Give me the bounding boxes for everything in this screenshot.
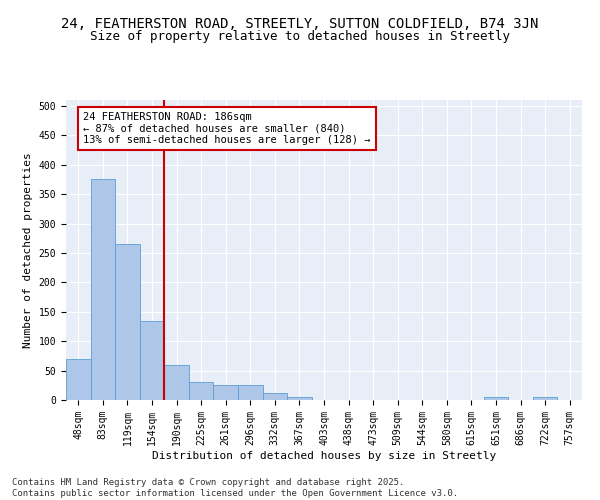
Bar bbox=[484, 397, 508, 400]
Bar bbox=[91, 180, 115, 400]
Bar bbox=[115, 244, 140, 400]
Bar bbox=[164, 364, 189, 400]
Bar bbox=[533, 397, 557, 400]
Text: 24, FEATHERSTON ROAD, STREETLY, SUTTON COLDFIELD, B74 3JN: 24, FEATHERSTON ROAD, STREETLY, SUTTON C… bbox=[61, 18, 539, 32]
Bar bbox=[66, 359, 91, 400]
Y-axis label: Number of detached properties: Number of detached properties bbox=[23, 152, 33, 348]
Bar bbox=[287, 397, 312, 400]
Text: Contains HM Land Registry data © Crown copyright and database right 2025.
Contai: Contains HM Land Registry data © Crown c… bbox=[12, 478, 458, 498]
Bar bbox=[140, 320, 164, 400]
Bar bbox=[214, 386, 238, 400]
Bar bbox=[263, 393, 287, 400]
Bar bbox=[238, 386, 263, 400]
Bar bbox=[189, 382, 214, 400]
Text: 24 FEATHERSTON ROAD: 186sqm
← 87% of detached houses are smaller (840)
13% of se: 24 FEATHERSTON ROAD: 186sqm ← 87% of det… bbox=[83, 112, 371, 145]
Text: Size of property relative to detached houses in Streetly: Size of property relative to detached ho… bbox=[90, 30, 510, 43]
X-axis label: Distribution of detached houses by size in Streetly: Distribution of detached houses by size … bbox=[152, 450, 496, 460]
